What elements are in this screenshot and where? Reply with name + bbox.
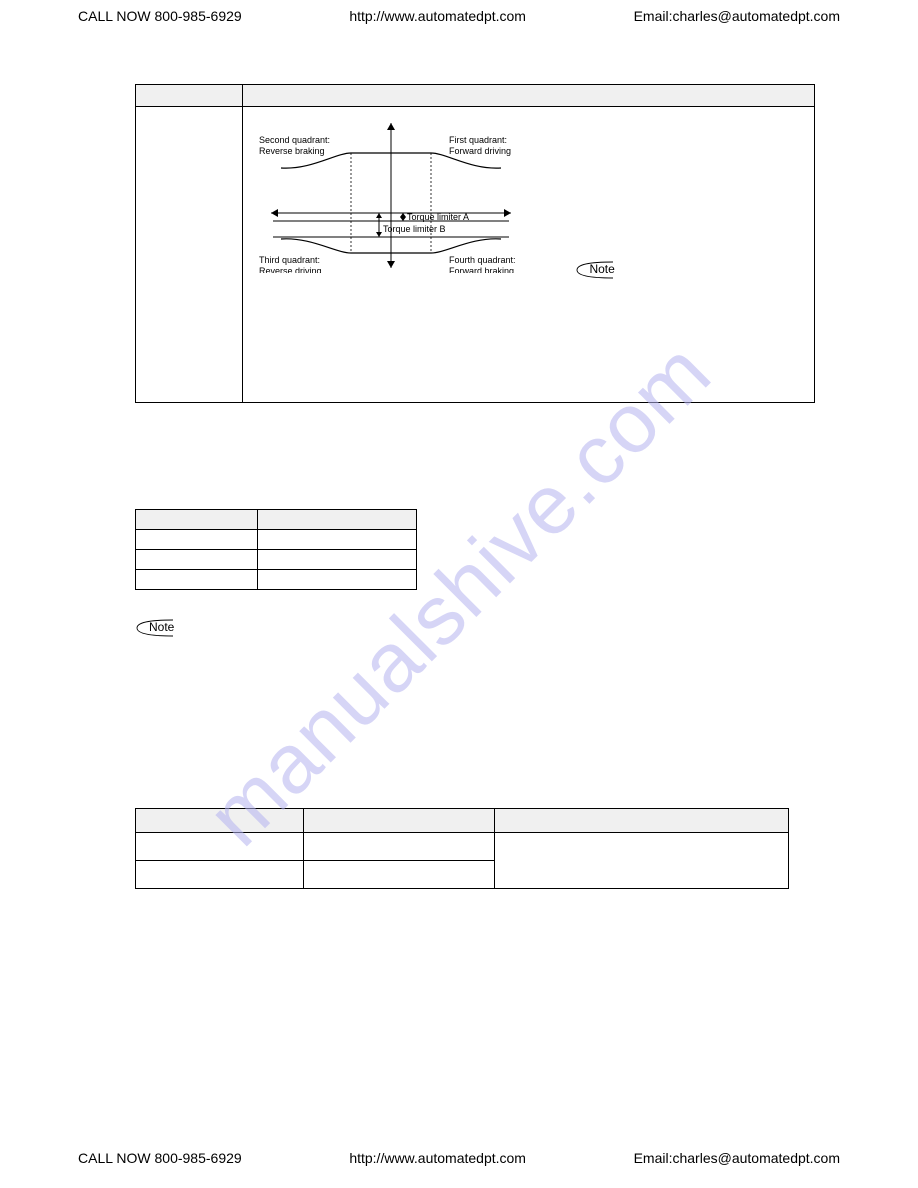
wide-table-cell — [136, 833, 304, 861]
page-content: Torque limiter A Torque limiter B Second… — [135, 84, 815, 889]
diagram-table-header — [136, 85, 815, 107]
limiter-a-arrow-down — [400, 217, 406, 221]
small-table-header — [136, 510, 417, 530]
small-table-cell — [257, 530, 416, 550]
small-table-cell — [136, 530, 258, 550]
x-axis-arrow-right — [504, 209, 511, 217]
diagram-table-header-col2 — [243, 85, 815, 107]
small-table-h1 — [136, 510, 258, 530]
wide-table-header — [136, 809, 789, 833]
footer-phone: CALL NOW 800-985-6929 — [78, 1150, 242, 1166]
q3-subtitle: Reverse driving — [259, 266, 322, 273]
limiter-b-arrow-down — [376, 232, 382, 237]
header-url: http://www.automatedpt.com — [349, 8, 526, 24]
diagram-table-body: Torque limiter A Torque limiter B Second… — [136, 107, 815, 403]
q1-title: First quadrant: — [449, 135, 507, 145]
wide-table-cell-merged — [495, 833, 789, 889]
q4-title: Fourth quadrant: — [449, 255, 516, 265]
wide-table-h2 — [303, 809, 495, 833]
q2-title: Second quadrant: — [259, 135, 330, 145]
wide-table-h3 — [495, 809, 789, 833]
limiter-a-arrow-up — [400, 213, 406, 217]
diagram-note-badge: Note — [579, 262, 614, 276]
small-table-cell — [136, 570, 258, 590]
wide-table-cell — [303, 861, 495, 889]
q2-subtitle: Reverse braking — [259, 146, 325, 156]
small-table-row — [136, 550, 417, 570]
small-table-row — [136, 530, 417, 550]
wide-table — [135, 808, 789, 889]
small-table-row — [136, 570, 417, 590]
torque-quadrant-diagram: Torque limiter A Torque limiter B Second… — [251, 113, 571, 273]
q1-subtitle: Forward driving — [449, 146, 511, 156]
q4-subtitle: Forward braking — [449, 266, 514, 273]
small-table-note-label: Note — [149, 620, 174, 634]
small-table-cell — [257, 570, 416, 590]
diagram-note-label: Note — [589, 262, 614, 276]
wide-table-row — [136, 833, 789, 861]
diagram-table-header-col1 — [136, 85, 243, 107]
wide-table-cell — [136, 861, 304, 889]
small-table — [135, 509, 417, 590]
page-header: CALL NOW 800-985-6929 http://www.automat… — [0, 8, 918, 24]
footer-url: http://www.automatedpt.com — [349, 1150, 526, 1166]
page-footer: CALL NOW 800-985-6929 http://www.automat… — [0, 1150, 918, 1166]
y-axis-arrow-down — [387, 261, 395, 268]
limiter-b-arrow-up — [376, 213, 382, 218]
header-email: Email:charles@automatedpt.com — [634, 8, 840, 24]
small-table-h2 — [257, 510, 416, 530]
limiter-a-label: Torque limiter A — [407, 212, 469, 222]
x-axis-arrow-left — [271, 209, 278, 217]
y-axis-arrow-up — [387, 123, 395, 130]
limiter-b-label: Torque limiter B — [383, 224, 446, 234]
footer-email: Email:charles@automatedpt.com — [634, 1150, 840, 1166]
small-table-cell — [136, 550, 258, 570]
q3-title: Third quadrant: — [259, 255, 320, 265]
header-phone: CALL NOW 800-985-6929 — [78, 8, 242, 24]
wide-table-cell — [303, 833, 495, 861]
diagram-table-body-col2: Torque limiter A Torque limiter B Second… — [243, 107, 815, 403]
wide-table-h1 — [136, 809, 304, 833]
diagram-table-body-col1 — [136, 107, 243, 403]
diagram-table: Torque limiter A Torque limiter B Second… — [135, 84, 815, 403]
small-table-cell — [257, 550, 416, 570]
small-table-note-badge: Note — [135, 618, 195, 638]
